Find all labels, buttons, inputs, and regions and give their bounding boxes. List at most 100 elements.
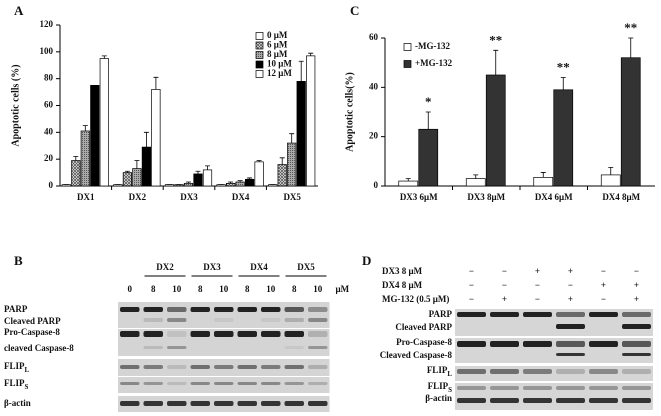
- y-tick-label: 40: [44, 126, 54, 136]
- band: [120, 365, 140, 369]
- band: [490, 398, 519, 403]
- band: [261, 307, 281, 312]
- panel-label: D: [362, 253, 371, 268]
- band: [556, 386, 585, 390]
- row-label-text: Cleaved Caspase-8: [380, 350, 453, 360]
- band: [237, 331, 257, 337]
- error-bar: [608, 167, 614, 175]
- bar: [277, 164, 287, 187]
- band: [237, 307, 257, 312]
- band: [214, 307, 234, 312]
- condition-sign: −: [601, 294, 606, 304]
- row-label: Pro-Caspase-8: [396, 337, 452, 347]
- error-bar: [101, 55, 107, 59]
- band: [556, 312, 585, 317]
- band: [167, 346, 187, 349]
- row-label-text: FLIP: [427, 365, 448, 375]
- row-label: FLIPL: [4, 361, 30, 374]
- row-label-sub: L: [25, 366, 30, 374]
- band: [120, 331, 140, 337]
- band: [523, 398, 552, 403]
- band: [457, 312, 486, 317]
- band: [261, 331, 281, 337]
- row-label-text: FLIP: [4, 361, 25, 371]
- bar: [533, 177, 554, 187]
- lane-label: 8: [151, 284, 156, 294]
- y-tick-label: 120: [40, 19, 54, 29]
- lane-label: 0: [128, 284, 133, 294]
- blot-strip: [455, 309, 653, 336]
- band: [143, 346, 163, 349]
- condition-sign: +: [634, 294, 639, 304]
- y-tick-label: 60: [369, 32, 379, 42]
- band: [167, 331, 187, 337]
- band: [190, 382, 210, 385]
- band: [457, 369, 486, 374]
- panel-label: A: [14, 3, 24, 18]
- bar: [485, 74, 506, 187]
- legend-swatch: [255, 32, 264, 40]
- lane-label: 8: [292, 284, 297, 294]
- band: [589, 386, 618, 390]
- error-bar: [425, 111, 431, 130]
- band: [556, 398, 585, 403]
- band: [523, 386, 552, 390]
- blot-strip: [118, 302, 330, 328]
- bar: [132, 168, 142, 187]
- band: [237, 382, 257, 385]
- legend-label: 10 μM: [267, 59, 292, 69]
- band: [622, 386, 651, 390]
- condition-label: DX3 8 μM: [382, 266, 423, 276]
- error-bar: [298, 60, 304, 82]
- error-bar: [247, 177, 253, 180]
- error-bar: [143, 131, 149, 148]
- band: [167, 401, 187, 406]
- legend-label: 12 μM: [267, 68, 292, 78]
- condition-sign: −: [469, 266, 474, 276]
- band: [308, 365, 328, 369]
- lane-label: 10: [313, 284, 323, 294]
- bar: [202, 169, 213, 187]
- condition-sign: +: [568, 294, 573, 304]
- band: [523, 341, 552, 347]
- lane-label: 8: [198, 284, 203, 294]
- legend-swatch: [255, 41, 264, 50]
- condition-sign: −: [634, 266, 639, 276]
- condition-label: MG-132 (0.5 μM): [382, 294, 449, 304]
- y-axis-label: Apoptotic cells (%): [10, 64, 21, 146]
- error-bar: [228, 181, 234, 184]
- band: [261, 382, 281, 385]
- annotation: **: [624, 20, 637, 35]
- row-label-text: Cleaved PARP: [4, 316, 61, 326]
- bar: [141, 146, 151, 187]
- x-tick-label: DX3 8μM: [467, 192, 505, 202]
- y-tick-label: 0: [374, 180, 379, 190]
- y-tick-label: 0: [49, 180, 54, 190]
- bar: [245, 178, 255, 187]
- error-bar: [153, 76, 159, 90]
- band: [622, 398, 651, 403]
- row-label: Cleaved Caspase-8: [380, 350, 453, 360]
- band: [120, 382, 140, 385]
- band: [284, 307, 304, 312]
- band: [284, 401, 304, 406]
- band: [120, 307, 140, 312]
- error-bar: [134, 160, 140, 169]
- band: [284, 365, 304, 369]
- bar: [99, 58, 109, 187]
- row-label: FLIPS: [4, 378, 29, 391]
- error-bar: [73, 156, 79, 161]
- band: [143, 318, 163, 322]
- band: [457, 398, 486, 403]
- row-label: FLIPL: [427, 365, 453, 378]
- band: [622, 341, 651, 347]
- condition-sign: +: [568, 266, 573, 276]
- annotation: *: [425, 94, 432, 109]
- legend-swatch: [255, 60, 264, 69]
- bar: [80, 130, 90, 187]
- x-tick-label: DX4 8μM: [602, 192, 640, 202]
- lane-label: 10: [219, 284, 229, 294]
- condition-sign: +: [535, 266, 540, 276]
- band: [284, 318, 304, 322]
- lane-label: 10: [266, 284, 276, 294]
